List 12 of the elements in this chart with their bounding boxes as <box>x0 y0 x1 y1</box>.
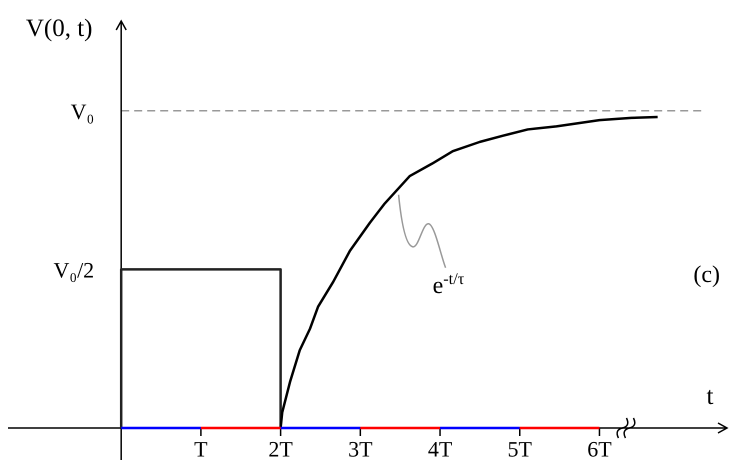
x-tick-label: 3T <box>348 436 374 461</box>
x-axis-title: t <box>706 383 714 410</box>
x-tick-label: 2T <box>268 436 294 461</box>
x-tick-label: 6T <box>587 436 612 461</box>
annotation: (c) <box>693 262 720 288</box>
x-tick-label: 5T <box>508 436 533 461</box>
annotation: e$^{-t/τ}$ <box>432 268 465 299</box>
ref-line-label: V₀ <box>70 98 94 124</box>
x-tick-label: T <box>194 436 208 461</box>
annotation: V₀/2 <box>54 257 94 282</box>
y-axis-title: V(0, t) <box>26 15 93 42</box>
x-tick-label: 4T <box>428 436 453 461</box>
